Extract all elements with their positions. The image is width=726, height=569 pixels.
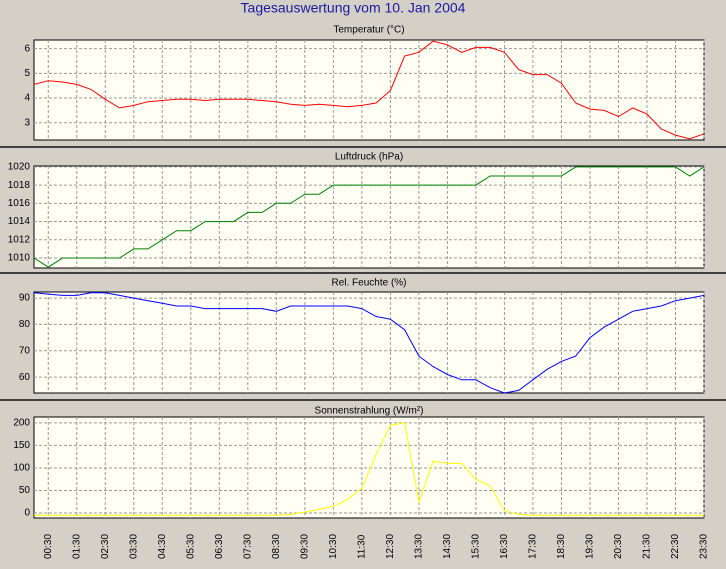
data-line xyxy=(33,292,705,394)
y-tick-label: 150 xyxy=(13,440,30,451)
x-tick-label: 18:30 xyxy=(556,534,567,559)
plot-area xyxy=(33,165,705,269)
y-tick-label: 0 xyxy=(24,508,30,519)
x-tick-label: 09:30 xyxy=(299,534,310,559)
panel-title: Luftdruck (hPa) xyxy=(335,152,403,163)
x-tick-label: 00:30 xyxy=(43,534,54,559)
plot-area xyxy=(33,291,705,394)
x-tick-label: 12:30 xyxy=(385,534,396,559)
y-tick-label: 60 xyxy=(19,372,31,383)
y-tick-label: 70 xyxy=(19,345,31,356)
x-tick-label: 02:30 xyxy=(100,534,111,559)
x-tick-label: 19:30 xyxy=(585,534,596,559)
page-title: Tagesauswertung vom 10. Jan 2004 xyxy=(241,0,466,16)
x-tick-label: 11:30 xyxy=(357,534,368,559)
x-tick-label: 16:30 xyxy=(499,534,510,559)
x-tick-label: 05:30 xyxy=(185,534,196,559)
plot-area xyxy=(33,39,705,141)
y-tick-label: 1018 xyxy=(8,180,31,191)
x-tick-label: 08:30 xyxy=(271,534,282,559)
x-tick-label: 14:30 xyxy=(442,534,453,559)
x-tick-label: 20:30 xyxy=(613,534,624,559)
x-tick-label: 03:30 xyxy=(128,534,139,559)
y-tick-label: 3 xyxy=(24,117,30,128)
y-tick-label: 200 xyxy=(13,418,30,429)
data-line xyxy=(33,40,705,140)
x-tick-label: 07:30 xyxy=(242,534,253,559)
x-tick-label: 15:30 xyxy=(471,534,482,559)
panel-title: Temperatur (°C) xyxy=(333,25,404,36)
y-tick-label: 1020 xyxy=(8,162,31,173)
x-tick-label: 13:30 xyxy=(414,534,425,559)
y-tick-label: 1010 xyxy=(8,253,31,264)
panel-title: Sonnenstrahlung (W/m²) xyxy=(315,406,424,417)
y-tick-label: 5 xyxy=(24,68,30,79)
x-tick-label: 17:30 xyxy=(528,534,539,559)
x-tick-label: 10:30 xyxy=(328,534,339,559)
data-line xyxy=(34,422,704,516)
y-tick-label: 1012 xyxy=(8,234,31,245)
y-tick-label: 100 xyxy=(13,463,30,474)
x-tick-label: 23:30 xyxy=(699,534,710,559)
y-tick-label: 6 xyxy=(24,43,30,54)
y-tick-label: 50 xyxy=(19,485,31,496)
y-tick-label: 4 xyxy=(24,93,30,104)
x-tick-label: 06:30 xyxy=(214,534,225,559)
data-line xyxy=(33,166,705,268)
x-tick-label: 01:30 xyxy=(71,534,82,559)
y-tick-label: 1016 xyxy=(8,198,31,209)
panel-title: Rel. Feuchte (%) xyxy=(331,278,406,289)
x-tick-label: 04:30 xyxy=(157,534,168,559)
x-tick-label: 21:30 xyxy=(642,534,653,559)
y-tick-label: 90 xyxy=(19,293,31,304)
y-tick-label: 1014 xyxy=(8,216,31,227)
y-tick-label: 80 xyxy=(19,319,31,330)
x-tick-label: 22:30 xyxy=(670,534,681,559)
